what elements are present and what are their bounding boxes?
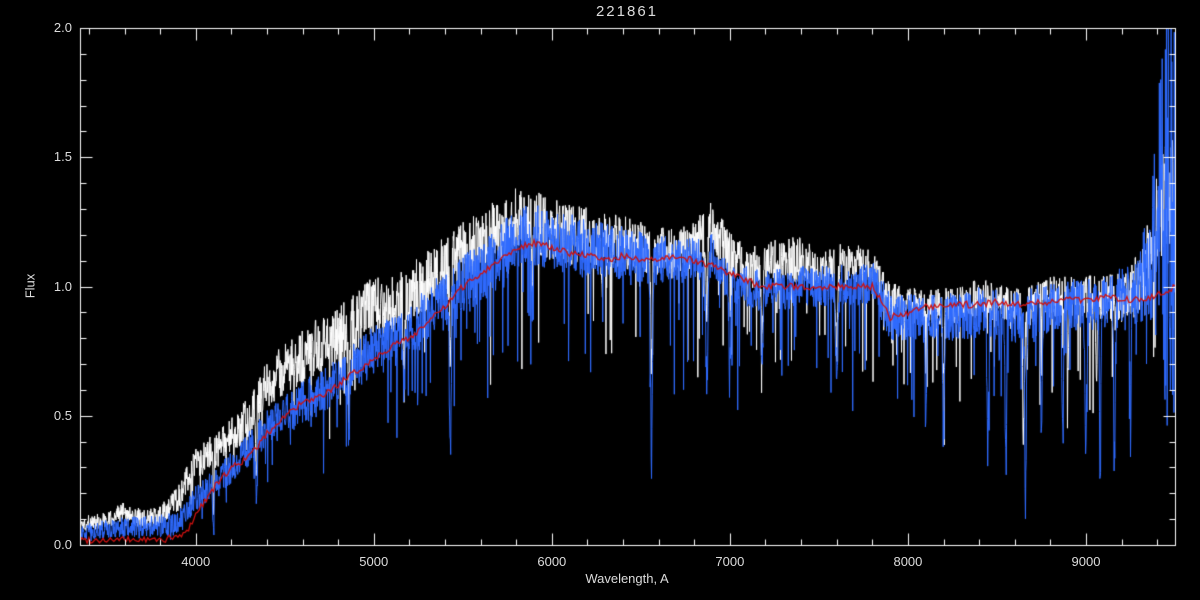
x-tick-label: 6000 [537,554,567,569]
y-tick-label: 1.5 [53,149,72,165]
x-tick-label: 8000 [893,554,923,569]
y-tick-label: 0.0 [53,537,72,552]
x-tick-label: 7000 [715,554,745,569]
x-tick-label: 5000 [359,554,389,569]
x-tick-label: 9000 [1071,554,1101,569]
y-tick-label: 2.0 [53,20,72,35]
chart-title: 221861 [595,3,659,20]
y-tick-label: 1.0 [53,278,72,294]
y-tick-label: 0.5 [53,407,72,423]
x-axis-label: Wavelength, A [585,571,669,586]
x-tick-label: 4000 [181,554,211,569]
